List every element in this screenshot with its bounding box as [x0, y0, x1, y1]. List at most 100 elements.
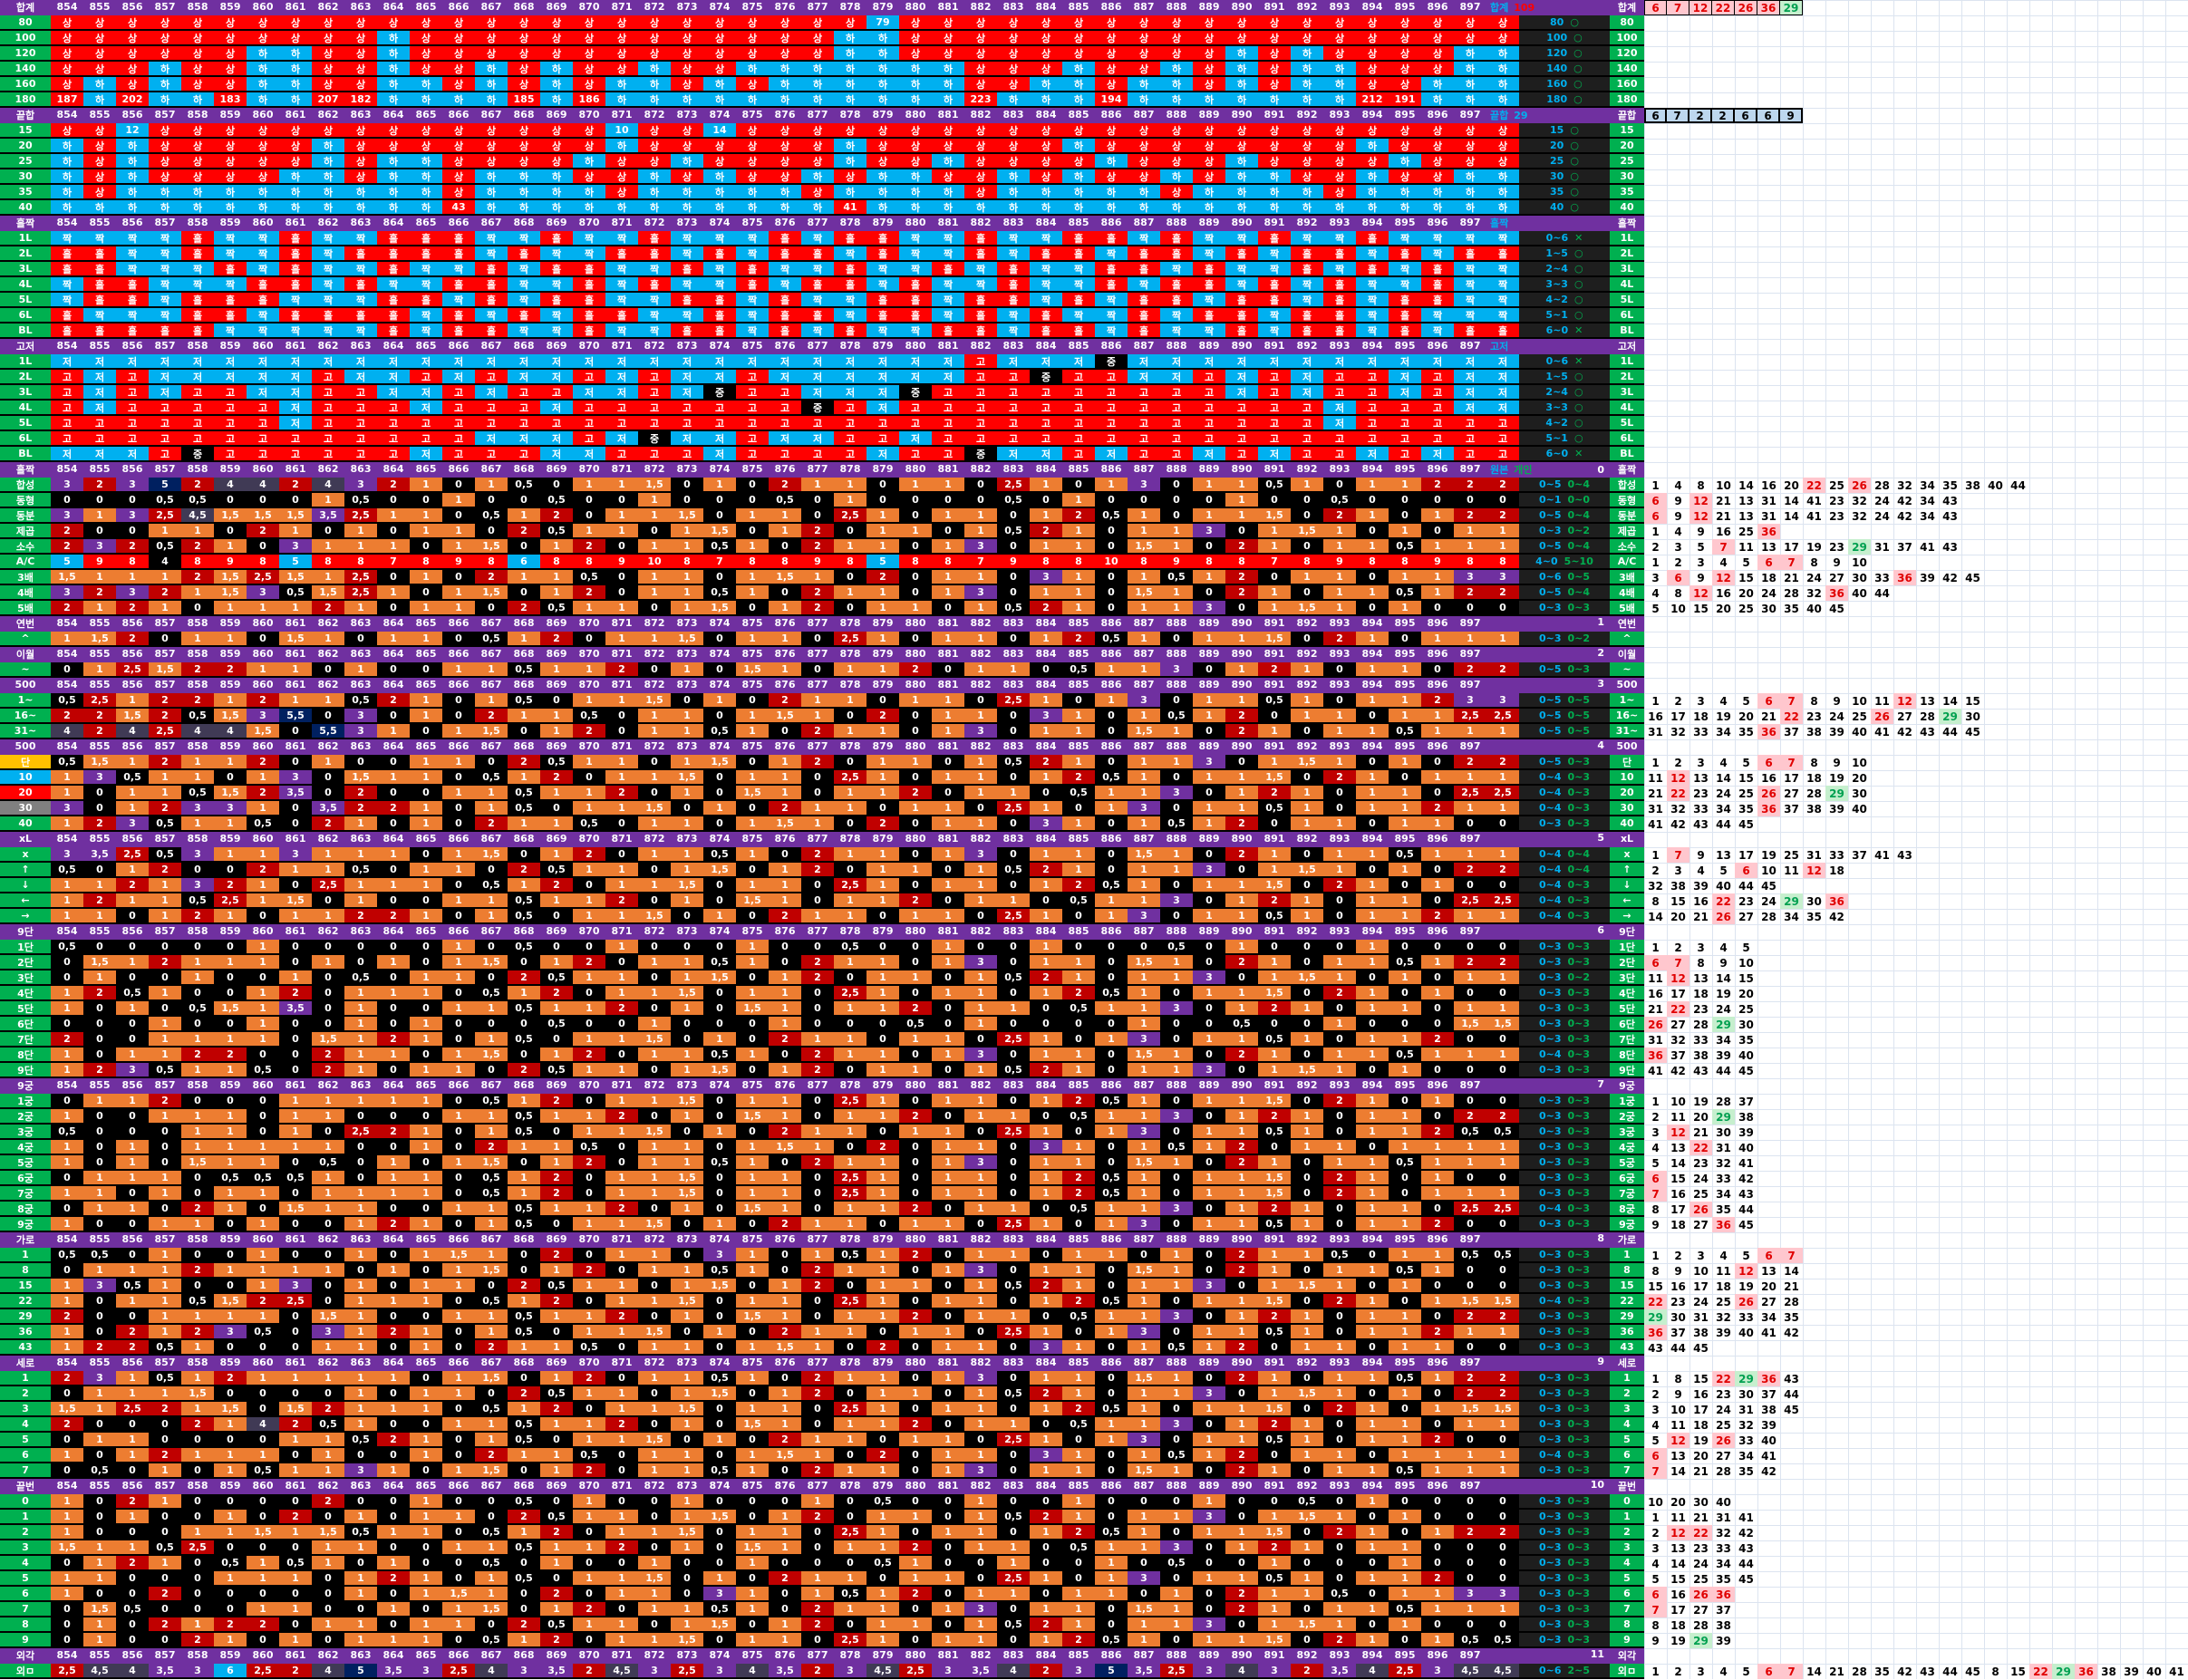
latest-value-cell[interactable]: 1 — [1486, 632, 1519, 645]
grid-cell[interactable]: 고 — [540, 385, 573, 399]
grid-cell[interactable]: 0 — [703, 786, 736, 799]
latest-value-cell[interactable]: 2,5 — [1486, 786, 1519, 799]
grid-cell[interactable]: 3 — [1128, 1032, 1160, 1046]
grid-cell[interactable]: 짝 — [1454, 277, 1486, 291]
row-stats-cell[interactable]: 0~3 0~3 — [1519, 1017, 1610, 1030]
digit-cell[interactable]: 2 — [1712, 108, 1735, 123]
grid-cell[interactable]: 0 — [899, 1263, 932, 1277]
grid-cell[interactable]: 홀 — [866, 308, 899, 322]
grid-cell[interactable]: 짝 — [1323, 262, 1356, 275]
column-header[interactable]: 897 — [1459, 340, 1481, 352]
grid-cell[interactable]: 1 — [149, 1248, 181, 1261]
grid-cell[interactable]: 1 — [1356, 878, 1389, 892]
column-header[interactable]: 882 — [970, 1357, 992, 1368]
grid-cell[interactable]: 하 — [51, 169, 83, 183]
list-number[interactable]: 20 — [1716, 602, 1731, 615]
grid-cell[interactable]: 저 — [181, 370, 214, 383]
list-number[interactable]: 16 — [1716, 525, 1731, 538]
grid-cell[interactable]: 0 — [834, 524, 866, 537]
grid-cell[interactable]: 저 — [834, 354, 866, 368]
column-header[interactable]: 887 — [1133, 648, 1155, 660]
list-number[interactable]: 32 — [1670, 725, 1686, 739]
column-header[interactable]: 879 — [872, 1233, 894, 1245]
grid-cell[interactable]: 홀 — [508, 308, 540, 322]
grid-cell[interactable]: 2 — [116, 1325, 149, 1338]
column-header[interactable]: 866 — [448, 109, 470, 121]
grid-cell[interactable]: 0,5 — [344, 970, 377, 984]
column-header[interactable]: 873 — [676, 1233, 698, 1245]
grid-cell[interactable]: 1 — [1225, 893, 1258, 907]
column-header[interactable]: 875 — [741, 1233, 763, 1245]
grid-cell[interactable]: 3,5 — [312, 801, 344, 815]
grid-cell[interactable]: 2 — [540, 508, 573, 522]
grid-cell[interactable]: 1 — [638, 1340, 671, 1354]
grid-cell[interactable]: 상 — [1356, 123, 1389, 137]
grid-cell[interactable]: 저 — [866, 354, 899, 368]
row-label[interactable]: ← — [0, 893, 51, 907]
grid-cell[interactable]: 상 — [344, 123, 377, 137]
column-header[interactable]: 890 — [1231, 1357, 1253, 1368]
list-number[interactable]: 27 — [1738, 910, 1754, 923]
grid-cell[interactable]: 1 — [638, 1171, 671, 1184]
grid-cell[interactable]: 1 — [671, 709, 703, 722]
list-number[interactable]: 18 — [1670, 1218, 1686, 1231]
grid-cell[interactable]: 하 — [279, 169, 312, 183]
grid-cell[interactable]: 0 — [866, 478, 899, 491]
column-header[interactable]: 864 — [382, 617, 404, 629]
grid-cell[interactable]: 상 — [801, 15, 834, 29]
grid-cell[interactable]: 1 — [1030, 770, 1062, 784]
grid-cell[interactable]: 1 — [671, 847, 703, 861]
grid-cell[interactable]: 0,5 — [51, 693, 83, 707]
grid-cell[interactable]: 하 — [312, 169, 344, 183]
list-number[interactable]: 36 — [1712, 1217, 1735, 1232]
column-header[interactable]: 871 — [611, 648, 633, 660]
grid-cell[interactable]: 저 — [279, 354, 312, 368]
grid-cell[interactable]: 1 — [769, 893, 801, 907]
column-header[interactable]: 854 — [56, 833, 78, 845]
grid-cell[interactable]: 0,5 — [1389, 847, 1421, 861]
grid-cell[interactable]: 홀 — [410, 293, 442, 306]
grid-cell[interactable]: 고 — [736, 416, 769, 430]
row-stats-cell[interactable]: 4~0 5~10 — [1519, 555, 1610, 568]
column-header[interactable]: 863 — [350, 1233, 372, 1245]
grid-cell[interactable]: 1 — [149, 986, 181, 999]
grid-cell[interactable]: 1 — [1193, 1294, 1225, 1308]
grid-cell[interactable]: 1 — [1030, 1125, 1062, 1138]
latest-value-cell[interactable]: 고 — [1486, 416, 1519, 430]
grid-cell[interactable]: 고 — [1062, 416, 1095, 430]
grid-cell[interactable]: 1 — [83, 601, 116, 614]
grid-cell[interactable]: 7 — [703, 555, 736, 568]
row-label[interactable]: 120 — [0, 46, 51, 60]
grid-cell[interactable]: 상 — [1421, 46, 1454, 60]
grid-cell[interactable]: 1,5 — [638, 1325, 671, 1338]
grid-cell[interactable]: 1 — [475, 478, 508, 491]
grid-cell[interactable]: 1 — [410, 508, 442, 522]
list-number[interactable]: 23 — [1670, 1295, 1686, 1308]
list-number[interactable]: 9 — [1697, 571, 1705, 584]
grid-cell[interactable]: 1 — [573, 601, 605, 614]
grid-cell[interactable]: 고 — [1193, 416, 1225, 430]
latest-value-cell[interactable]: 0 — [1486, 493, 1519, 507]
grid-cell[interactable]: 2 — [769, 1217, 801, 1231]
list-number[interactable]: 31 — [1761, 509, 1777, 523]
grid-cell[interactable]: 1 — [247, 1140, 279, 1154]
grid-cell[interactable]: 1,5 — [247, 724, 279, 738]
row-label[interactable]: 5배 — [0, 601, 51, 614]
column-header[interactable]: 882 — [970, 340, 992, 352]
grid-cell[interactable]: 1 — [605, 632, 638, 645]
grid-cell[interactable]: 저 — [1454, 370, 1486, 383]
list-number[interactable]: 11 — [1784, 864, 1799, 877]
grid-cell[interactable]: 0 — [410, 493, 442, 507]
grid-cell[interactable]: 하 — [1291, 46, 1323, 60]
column-header[interactable]: 864 — [382, 340, 404, 352]
grid-cell[interactable]: 0 — [769, 539, 801, 553]
grid-cell[interactable]: 0 — [540, 1032, 573, 1046]
grid-cell[interactable]: 1 — [1095, 786, 1128, 799]
grid-cell[interactable]: 하 — [247, 92, 279, 106]
row-label-mirror[interactable]: ← — [1610, 893, 1644, 907]
column-header[interactable]: 876 — [774, 648, 796, 660]
grid-cell[interactable]: 1 — [247, 1309, 279, 1323]
grid-cell[interactable]: 2,5 — [834, 878, 866, 892]
latest-value-cell[interactable]: 상 — [1486, 139, 1519, 152]
grid-cell[interactable]: 고 — [1030, 401, 1062, 414]
